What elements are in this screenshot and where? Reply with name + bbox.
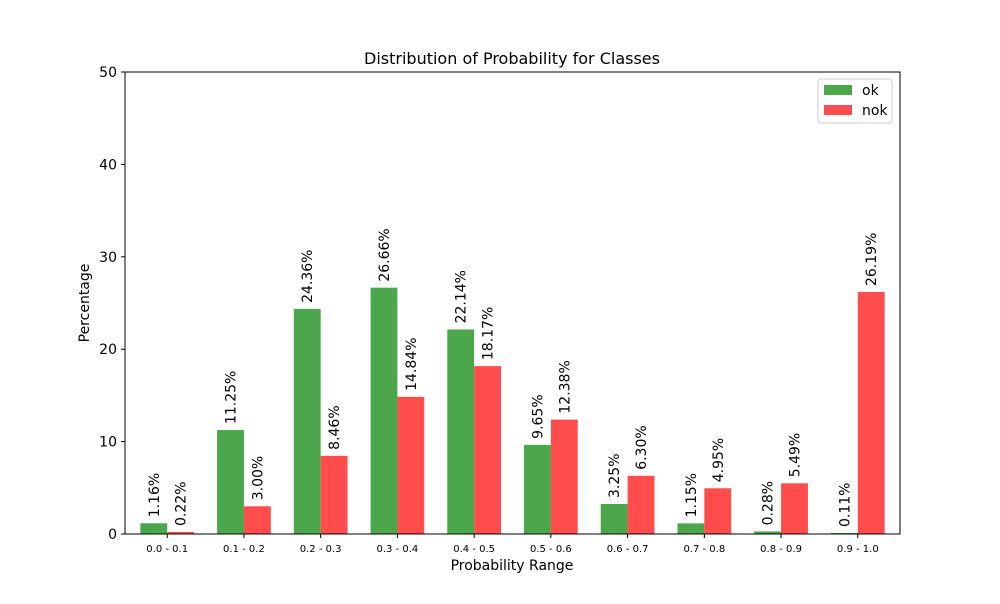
bar-ok-3 bbox=[370, 287, 398, 534]
data-label-ok-6: 3.25% bbox=[607, 453, 623, 497]
data-label-ok-7: 1.15% bbox=[684, 473, 700, 517]
data-label-nok-6: 6.30% bbox=[634, 425, 650, 469]
bar-ok-1 bbox=[217, 430, 244, 534]
bar-nok-9 bbox=[857, 292, 885, 534]
bar-ok-0 bbox=[140, 523, 168, 534]
data-label-ok-5: 9.65% bbox=[530, 394, 546, 438]
chart-title: Distribution of Probability for Classes bbox=[364, 49, 660, 68]
y-tick-label-5: 50 bbox=[99, 65, 117, 81]
axes-layer: 0 10 20 30 40 50 0.0 - 0.1 0.1 - 0.2 0.2 - 0.3 0.… bbox=[99, 65, 901, 555]
y-axis-label: Percentage bbox=[77, 264, 93, 343]
bar-nok-0 bbox=[167, 531, 195, 534]
x-tick-label-9: 0.9 - 1.0 bbox=[837, 544, 879, 555]
x-tick-label-3: 0.3 - 0.4 bbox=[377, 544, 419, 555]
data-label-nok-4: 18.17% bbox=[481, 307, 497, 360]
bar-nok-7 bbox=[704, 488, 732, 534]
bars-layer bbox=[140, 287, 885, 534]
y-tick-label-1: 10 bbox=[99, 435, 117, 451]
x-tick-label-8: 0.8 - 0.9 bbox=[760, 544, 802, 555]
legend: ok nok bbox=[817, 78, 893, 124]
data-label-nok-3: 14.84% bbox=[404, 337, 420, 390]
data-label-nok-5: 12.38% bbox=[557, 360, 573, 413]
bar-nok-8 bbox=[781, 483, 808, 534]
data-label-nok-7: 4.95% bbox=[711, 438, 727, 482]
data-label-nok-2: 8.46% bbox=[327, 405, 343, 449]
legend-swatch-ok bbox=[824, 85, 852, 95]
x-tick-label-6: 0.6 - 0.7 bbox=[607, 544, 649, 555]
bar-nok-1 bbox=[243, 506, 271, 534]
bar-ok-4 bbox=[447, 329, 475, 534]
data-label-ok-8: 0.28% bbox=[761, 481, 777, 525]
bar-nok-6 bbox=[627, 475, 655, 534]
bar-ok-5 bbox=[524, 444, 551, 534]
data-label-ok-3: 26.66% bbox=[377, 228, 393, 281]
y-tick-label-3: 30 bbox=[99, 250, 117, 266]
legend-label-nok: nok bbox=[862, 103, 888, 119]
legend-label-ok: ok bbox=[862, 83, 880, 99]
bar-nok-4 bbox=[474, 366, 501, 534]
data-label-ok-4: 22.14% bbox=[454, 270, 470, 323]
data-label-ok-9: 0.11% bbox=[837, 482, 853, 526]
data-label-nok-8: 5.49% bbox=[787, 433, 803, 477]
bar-ok-9 bbox=[830, 532, 858, 534]
data-label-nok-1: 3.00% bbox=[250, 456, 266, 500]
x-tick-label-7: 0.7 - 0.8 bbox=[683, 544, 725, 555]
data-label-nok-0: 0.22% bbox=[174, 481, 190, 525]
data-labels-layer: 1.16% 11.25% 24.36% 26.66% 22.14% 9.65% 3.25% 1… bbox=[147, 228, 880, 527]
bar-nok-3 bbox=[397, 396, 425, 534]
bar-ok-7 bbox=[677, 523, 705, 534]
bar-ok-6 bbox=[600, 503, 628, 534]
y-tick-label-4: 40 bbox=[99, 157, 117, 173]
bar-ok-8 bbox=[754, 531, 782, 534]
x-tick-label-1: 0.1 - 0.2 bbox=[223, 544, 265, 555]
x-axis-label: Probability Range bbox=[451, 558, 574, 574]
legend-swatch-nok bbox=[824, 105, 852, 115]
y-tick-label-0: 0 bbox=[108, 527, 117, 543]
plot-frame bbox=[124, 71, 901, 535]
x-tick-label-5: 0.5 - 0.6 bbox=[530, 544, 572, 555]
x-tick-label-4: 0.4 - 0.5 bbox=[453, 544, 495, 555]
y-tick-label-2: 20 bbox=[99, 342, 117, 358]
data-label-nok-9: 26.19% bbox=[864, 233, 880, 286]
bar-nok-5 bbox=[550, 419, 578, 534]
data-label-ok-0: 1.16% bbox=[147, 473, 163, 517]
x-tick-label-0: 0.0 - 0.1 bbox=[146, 544, 188, 555]
data-label-ok-1: 11.25% bbox=[224, 371, 240, 424]
bar-ok-2 bbox=[293, 308, 321, 534]
x-tick-label-2: 0.2 - 0.3 bbox=[300, 544, 342, 555]
data-label-ok-2: 24.36% bbox=[300, 250, 316, 303]
bar-nok-2 bbox=[320, 455, 348, 534]
